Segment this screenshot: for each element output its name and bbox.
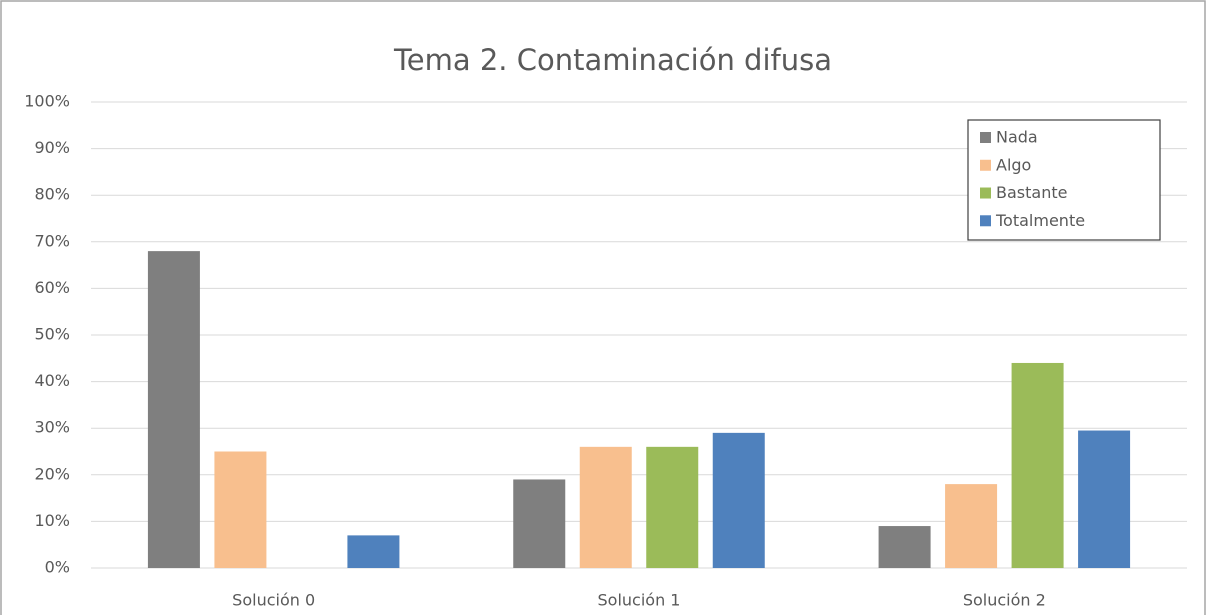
y-tick-label: 50% (34, 325, 70, 344)
legend-label: Bastante (996, 183, 1067, 202)
y-tick-label: 80% (34, 185, 70, 204)
y-tick-label: 30% (34, 418, 70, 437)
bar (1011, 362, 1064, 568)
bar (878, 526, 931, 568)
legend-label: Totalmente (995, 211, 1085, 230)
y-tick-label: 10% (34, 511, 70, 530)
legend-swatch (980, 187, 991, 199)
legend-swatch (980, 132, 991, 143)
bar (579, 446, 632, 568)
legend-label: Nada (996, 128, 1038, 147)
x-tick-label: Solución 1 (598, 591, 681, 610)
bar (513, 479, 566, 568)
y-tick-label: 0% (45, 558, 70, 577)
chart-title: Tema 2. Contaminación difusa (393, 43, 832, 77)
bar (1078, 430, 1131, 568)
bar (646, 446, 699, 568)
legend-swatch (980, 159, 991, 171)
legend-swatch (980, 215, 991, 227)
bar (945, 484, 998, 568)
y-tick-label: 70% (34, 231, 70, 250)
y-tick-label: 90% (34, 138, 70, 157)
x-tick-label: Solución 0 (232, 591, 315, 610)
y-tick-label: 60% (34, 278, 70, 297)
bar (214, 451, 267, 568)
legend-box (967, 119, 1161, 241)
bar (347, 535, 400, 568)
bar (712, 432, 765, 568)
bar (147, 251, 200, 568)
x-tick-label: Solución 2 (963, 591, 1046, 610)
y-tick-label: 40% (34, 371, 70, 390)
legend-label: Algo (996, 155, 1031, 174)
y-tick-label: 100% (24, 92, 70, 111)
y-tick-label: 20% (34, 464, 70, 483)
